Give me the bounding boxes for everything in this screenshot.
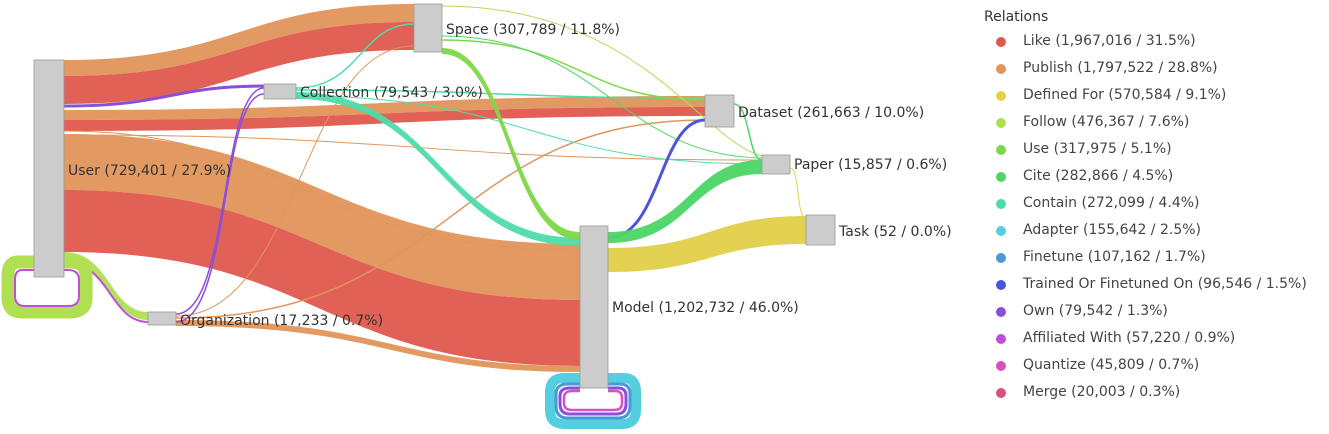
flow-org-dataset [175,119,706,319]
flow-user-loop-affiliated [14,269,80,307]
flow-model-task [608,216,806,272]
node-user[interactable] [33,59,65,278]
flow-org-collection-2 [175,93,265,323]
flow-space-task [441,5,763,157]
legend-item[interactable]: Merge (20,003 / 0.3%) [984,379,1329,406]
legend-swatch [996,118,1006,128]
node-label-organization: Organization (17,233 / 0.7%) [180,313,383,329]
flow-collection-paper [295,95,763,165]
node-labels: User (729,401 / 27.9%) Space (307,789 / … [68,22,952,329]
legend-item-label: Affiliated With (57,220 / 0.9%) [1023,330,1236,346]
legend-item-label: Adapter (155,642 / 2.5%) [1023,222,1201,238]
flow-collection-space [295,23,415,89]
node-label-model: Model (1,202,732 / 46.0%) [612,300,799,316]
legend-item-label: Cite (282,866 / 4.5%) [1023,168,1174,184]
legend: Relations Like (1,967,016 / 31.5%) Publis… [984,6,1329,406]
legend-swatch [996,172,1006,182]
legend-item[interactable]: Defined For (570,584 / 9.1%) [984,82,1329,109]
legend-item-label: Publish (1,797,522 / 28.8%) [1023,60,1218,76]
legend-item-label: Own (79,542 / 1.3%) [1023,303,1168,319]
flow-user-dataset-publish [64,96,705,120]
legend-item-label: Finetune (107,162 / 1.7%) [1023,249,1206,265]
flow-collection-dataset [295,89,706,99]
legend-swatch [996,307,1006,317]
legend-item[interactable]: Like (1,967,016 / 31.5%) [984,28,1329,55]
sankey-diagram: User (729,401 / 27.9%) Space (307,789 / … [1,3,952,429]
flow-user-space-publish [64,4,414,76]
legend-item-label: Defined For (570,584 / 9.1%) [1023,87,1227,103]
legend-item-label: Merge (20,003 / 0.3%) [1023,384,1181,400]
flow-org-model [176,320,580,372]
flow-user-loop-follow [1,255,93,319]
flow-user-collection-own [63,84,265,108]
nodes [33,3,836,389]
legend-swatch [996,280,1006,290]
legend-item-label: Quantize (45,809 / 0.7%) [1023,357,1200,373]
node-label-paper: Paper (15,857 / 0.6%) [794,157,947,173]
legend-item-label: Trained Or Finetuned On (96,546 / 1.5%) [1023,276,1307,292]
flows [1,4,807,429]
legend-swatch [996,37,1006,47]
legend-item-label: Follow (476,367 / 7.6%) [1023,114,1190,130]
legend-swatch [996,361,1006,371]
legend-title: Relations [984,9,1049,25]
flow-paper-task [789,167,807,219]
flow-model-paper [608,160,762,243]
flow-user-model-publish [64,134,580,300]
node-label-space: Space (307,789 / 11.8%) [446,22,620,38]
flow-user-org-follow [64,252,148,320]
legend-swatch [996,199,1006,209]
legend-item[interactable]: Use (317,975 / 5.1%) [984,136,1329,163]
flow-model-loop-finetune [554,382,632,420]
legend-item[interactable]: Cite (282,866 / 4.5%) [984,163,1329,190]
legend-swatch [996,145,1006,155]
legend-item[interactable]: Publish (1,797,522 / 28.8%) [984,55,1329,82]
flow-model-dataset [607,118,706,240]
node-model[interactable] [579,225,609,389]
legend-item[interactable]: Trained Or Finetuned On (96,546 / 1.5%) [984,271,1329,298]
node-label-task: Task (52 / 0.0%) [838,224,952,240]
flow-org-space [175,45,415,317]
legend-item[interactable]: Finetune (107,162 / 1.7%) [984,244,1329,271]
flow-model-loop-quantize [562,389,624,412]
node-paper[interactable] [761,154,791,175]
node-space[interactable] [413,3,443,53]
node-label-collection: Collection (79,543 / 3.0%) [300,85,483,101]
legend-item-label: Contain (272,099 / 4.4%) [1023,195,1200,211]
flow-space-paper [441,35,763,159]
legend-item[interactable]: Follow (476,367 / 7.6%) [984,109,1329,136]
legend-item[interactable]: Affiliated With (57,220 / 0.9%) [984,325,1329,352]
legend-swatch [996,226,1006,236]
node-label-user: User (729,401 / 27.9%) [68,163,231,179]
flow-model-loop-adapter [545,373,641,429]
node-collection[interactable] [263,83,297,100]
flow-user-model-like [64,190,580,366]
legend-item[interactable]: Own (79,542 / 1.3%) [984,298,1329,325]
legend-item-label: Like (1,967,016 / 31.5%) [1023,33,1196,49]
legend-swatch [996,388,1006,398]
flow-collection-model [296,92,580,246]
flow-model-loop-own [558,386,628,416]
legend-swatch [996,64,1006,74]
flow-org-collection [175,87,265,315]
flow-user-space-like [64,22,414,104]
node-task[interactable] [805,214,836,246]
legend-item-label: Use (317,975 / 5.1%) [1023,141,1172,157]
legend-swatch [996,91,1006,101]
node-label-dataset: Dataset (261,663 / 10.0%) [738,105,924,121]
legend-swatch [996,253,1006,263]
legend-swatch [996,334,1006,344]
legend-item[interactable]: Adapter (155,642 / 2.5%) [984,217,1329,244]
legend-item[interactable]: Quantize (45,809 / 0.7%) [984,352,1329,379]
flow-space-model-use [442,48,580,240]
legend-items: Like (1,967,016 / 31.5%) Publish (1,797,5… [984,28,1329,406]
legend-item[interactable]: Contain (272,099 / 4.4%) [984,190,1329,217]
flow-space-dataset-use [441,39,706,101]
node-dataset[interactable] [704,94,735,128]
flow-dataset-paper [733,103,763,161]
node-organization[interactable] [147,311,177,326]
